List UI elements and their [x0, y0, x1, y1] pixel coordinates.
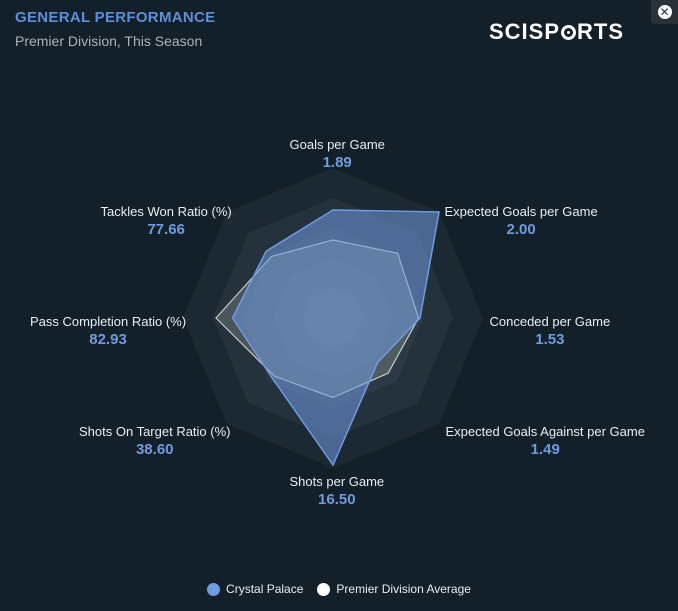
legend-dot-team [207, 582, 221, 596]
axis-label: Conceded per Game 1.53 [490, 314, 611, 348]
legend: Crystal Palace Premier Division Average [0, 582, 678, 596]
axis-label: Expected Goals Against per Game 1.49 [446, 424, 645, 458]
logo-o-mark [561, 25, 577, 40]
axis-label: Expected Goals per Game 2.00 [445, 204, 598, 238]
series-area-crystal-palace [231, 209, 440, 467]
axis-label-name: Pass Completion Ratio (%) [30, 314, 187, 329]
legend-item-average[interactable]: Premier Division Average [317, 582, 471, 596]
axis-label: Goals per Game 1.89 [290, 137, 385, 171]
axis-label: Tackles Won Ratio (%) 77.66 [101, 204, 232, 238]
axis-label-value: 1.53 [535, 331, 565, 348]
axis-label-value: 77.66 [147, 221, 185, 238]
axis-label-value: 38.60 [135, 441, 174, 458]
legend-label-team: Crystal Palace [226, 582, 304, 596]
legend-item-team[interactable]: Crystal Palace [207, 582, 303, 596]
axis-label-value: 1.49 [530, 441, 560, 458]
axis-label: Shots On Target Ratio (%) 38.60 [79, 424, 231, 458]
scisports-logo: SCISP RTS [489, 19, 625, 44]
axis-label: Shots per Game 16.50 [290, 474, 385, 508]
axis-label-name: Shots per Game [289, 474, 385, 489]
axis-label-value: 82.93 [89, 331, 127, 348]
legend-dot-average [317, 582, 331, 596]
axis-label-value: 2.00 [506, 221, 536, 238]
axis-label: Pass Completion Ratio (%) 82.93 [30, 314, 186, 348]
close-icon: ✕ [657, 5, 672, 19]
axis-label-name: Conceded per Game [489, 314, 611, 329]
chart-title: GENERAL PERFORMANCE [15, 9, 216, 26]
legend-label-average: Premier Division Average [336, 582, 471, 596]
axis-label-name: Goals per Game [289, 137, 385, 152]
axis-label-value: 1.89 [322, 154, 352, 171]
axis-label-value: 16.50 [318, 491, 356, 508]
axis-label-name: Shots On Target Ratio (%) [79, 424, 231, 439]
chart-subtitle: Premier Division, This Season [15, 33, 203, 49]
close-button[interactable]: ✕ [651, 0, 678, 24]
axis-label-name: Tackles Won Ratio (%) [100, 204, 232, 219]
axis-label-name: Expected Goals per Game [444, 204, 598, 219]
axis-label-name: Expected Goals Against per Game [445, 424, 645, 439]
